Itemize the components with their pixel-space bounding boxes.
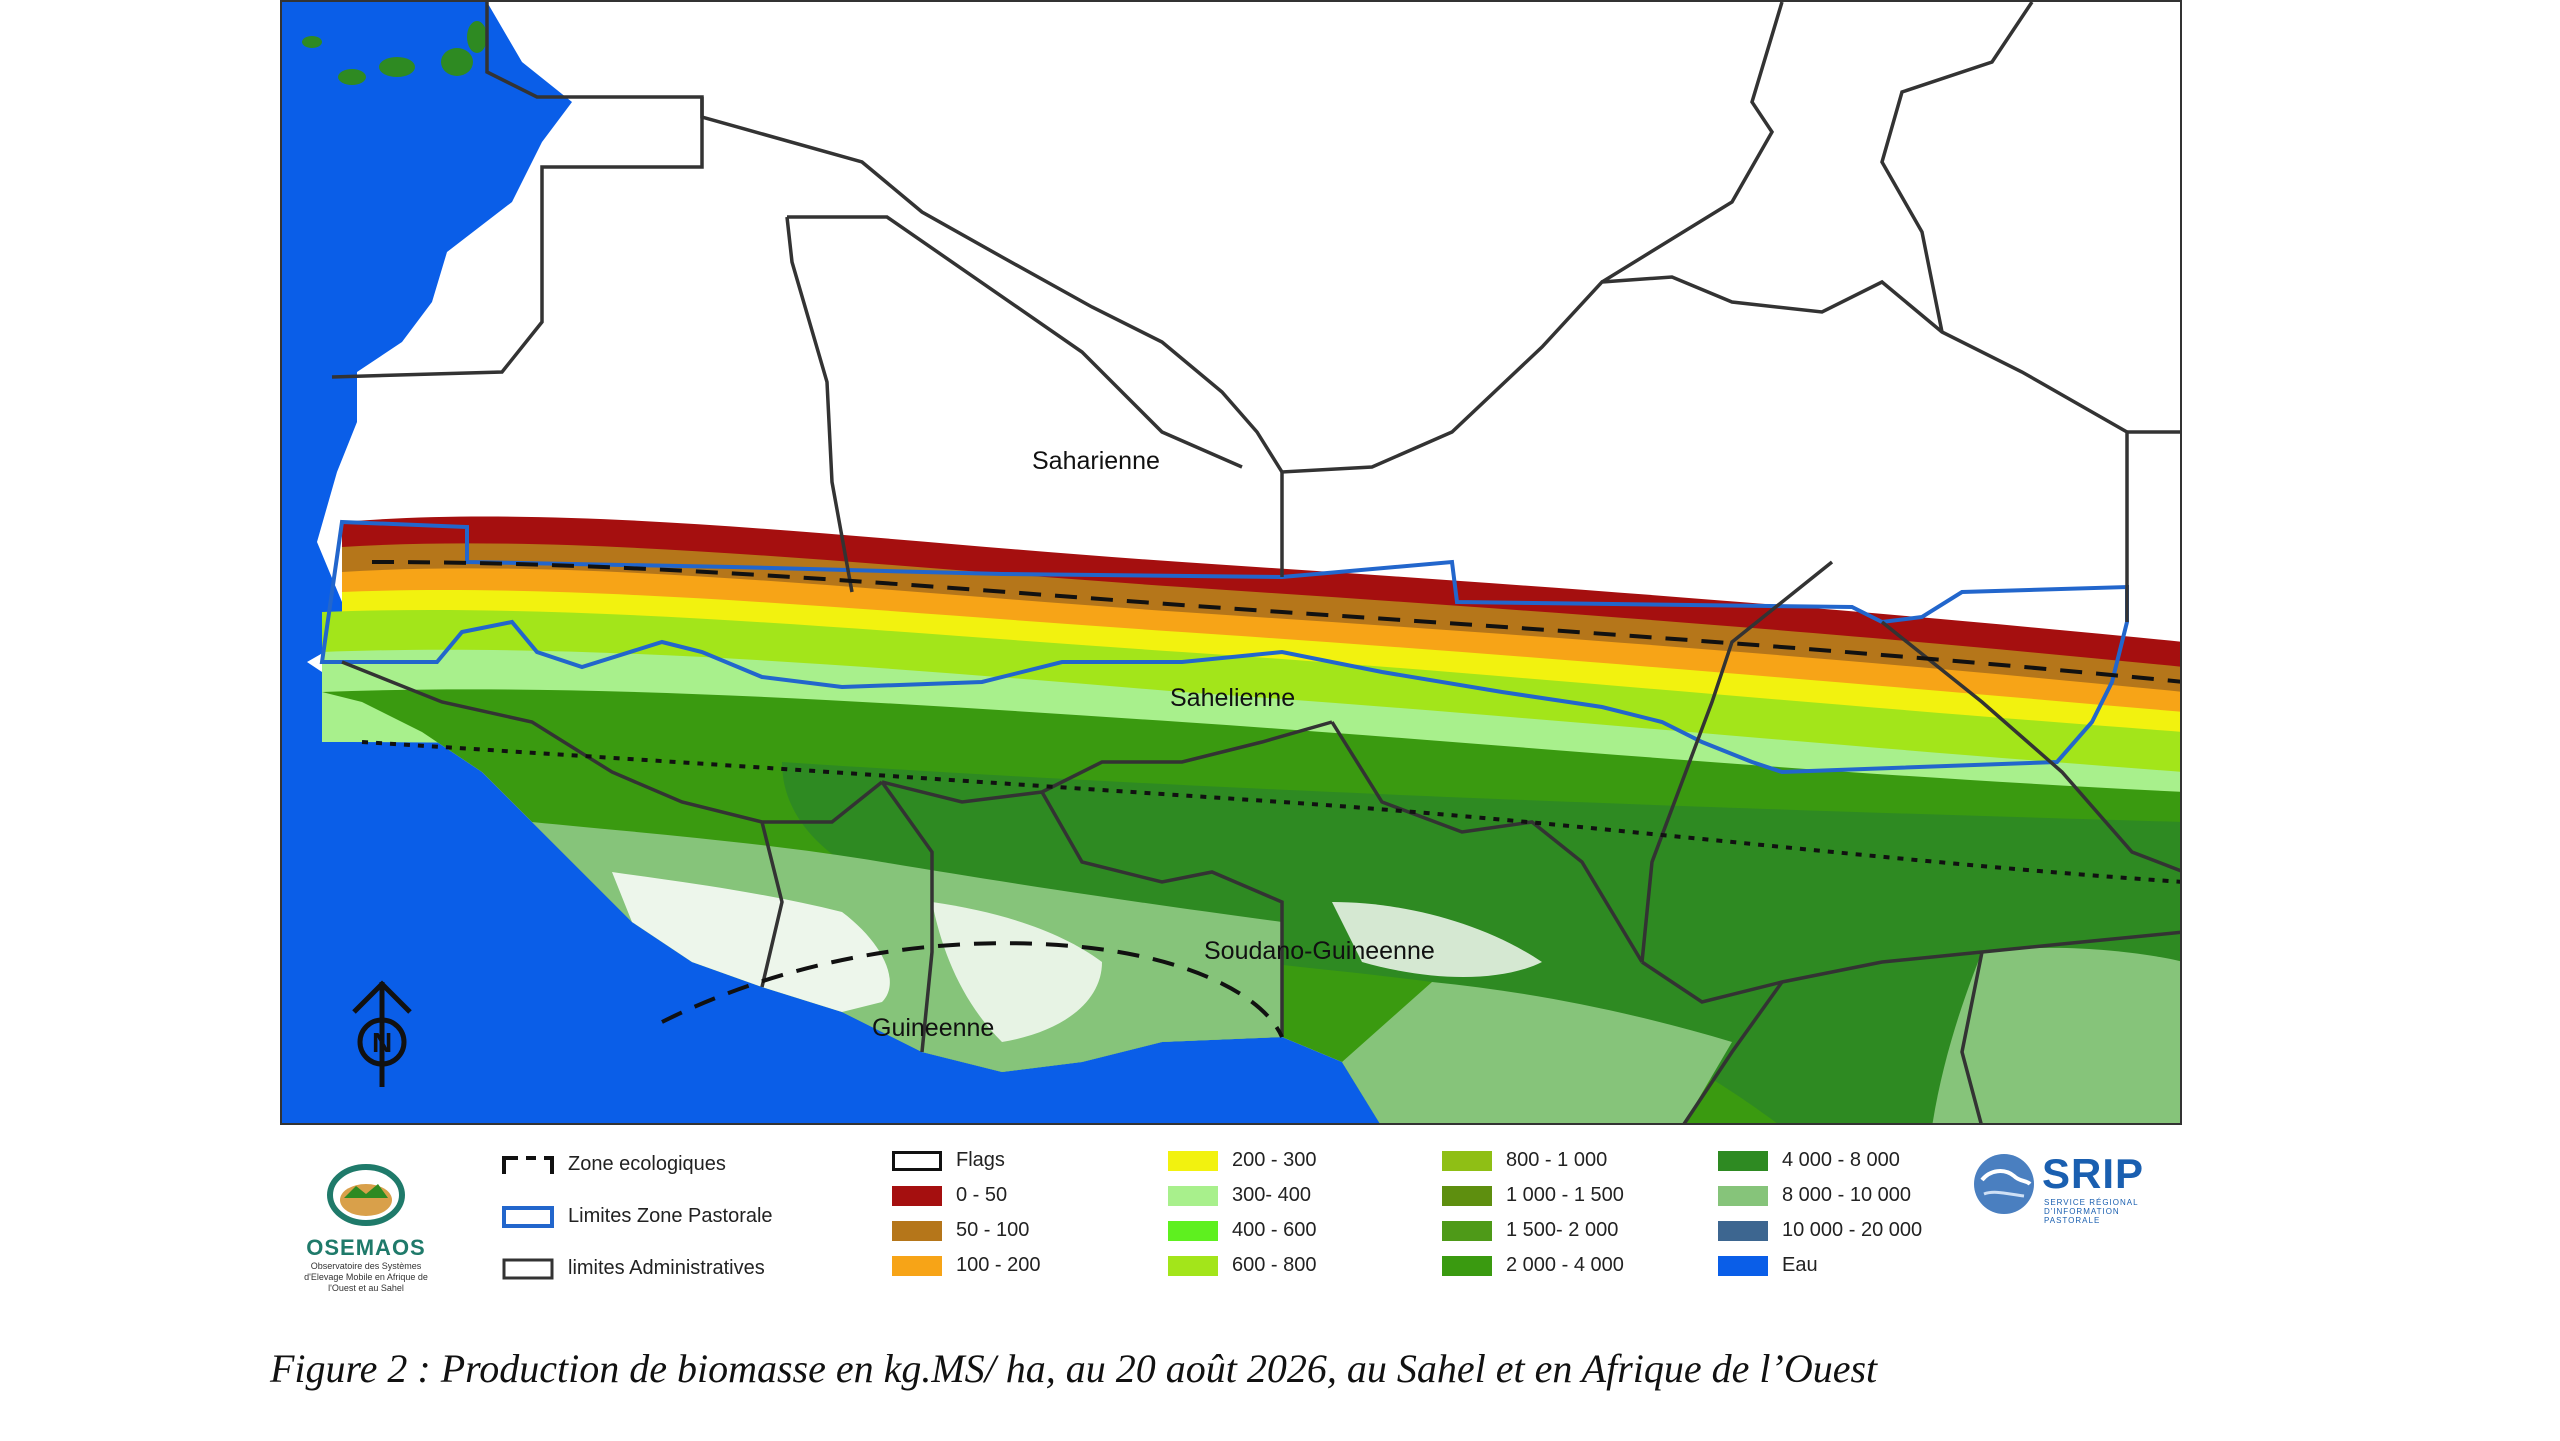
zone-label-saharienne: Saharienne bbox=[1032, 447, 1160, 475]
srip-name: SRIP bbox=[2042, 1150, 2145, 1197]
blue-outline-icon bbox=[502, 1205, 554, 1228]
legend-class-swatch bbox=[1718, 1255, 1768, 1276]
ecological-zone-lines bbox=[361, 560, 2180, 1038]
black-outline-icon bbox=[502, 1258, 554, 1279]
legend-class-label: Flags bbox=[956, 1149, 1005, 1171]
legend-class-label: 2 000 - 4 000 bbox=[1506, 1254, 1624, 1276]
biomass-guinean-patches bbox=[532, 822, 2180, 1123]
legend-admin-label: limites Administratives bbox=[568, 1257, 765, 1279]
legend-class-swatch bbox=[1442, 1255, 1492, 1276]
globe-icon bbox=[1974, 1154, 2034, 1214]
legend-class-label: 800 - 1 000 bbox=[1506, 1149, 1608, 1171]
legend-class-swatch bbox=[1718, 1150, 1768, 1171]
legend-class-item: 2 000 - 4 000 bbox=[1442, 1254, 1624, 1277]
legend-class-item: 4 000 - 8 000 bbox=[1718, 1149, 1900, 1172]
legend-class-item: 100 - 200 bbox=[892, 1254, 1041, 1277]
legend-class-item: Eau bbox=[1718, 1254, 1818, 1277]
legend-class-item: 600 - 800 bbox=[1168, 1254, 1317, 1277]
admin-borders bbox=[331, 2, 2180, 1123]
map-legend: Zone ecologiques Limites Zone Pastorale … bbox=[280, 1135, 2182, 1305]
north-arrow-letter: N bbox=[372, 1027, 393, 1058]
north-arrow-icon bbox=[352, 980, 412, 1087]
srip-logo: SRIP SERVICE RÉGIONAL D'INFORMATION PAST… bbox=[1970, 1150, 2170, 1225]
osemaos-emblem-icon bbox=[327, 1164, 405, 1226]
legend-class-swatch bbox=[892, 1220, 942, 1241]
figure-caption: Figure 2 : Production de biomasse en kg.… bbox=[270, 1346, 1878, 1391]
pastoral-zone-limit bbox=[319, 519, 2129, 775]
legend-class-swatch bbox=[1442, 1220, 1492, 1241]
map-canvas bbox=[282, 2, 2180, 1123]
legend-class-swatch bbox=[1168, 1185, 1218, 1206]
srip-subtitle: SERVICE RÉGIONAL D'INFORMATION PASTORALE bbox=[2044, 1198, 2139, 1225]
biomass-map[interactable]: Saharienne Sahelienne Soudano-Guineenne … bbox=[280, 0, 2182, 1125]
legend-class-label: 1 000 - 1 500 bbox=[1506, 1184, 1624, 1206]
legend-class-item: Flags bbox=[892, 1149, 1005, 1172]
legend-class-label: 300- 400 bbox=[1232, 1184, 1311, 1206]
zone-label-sahelienne: Sahelienne bbox=[1170, 684, 1296, 712]
legend-class-label: 100 - 200 bbox=[956, 1254, 1041, 1276]
legend-class-item: 400 - 600 bbox=[1168, 1219, 1317, 1242]
osemaos-name: OSEMAOS bbox=[306, 1235, 426, 1260]
legend-class-label: 200 - 300 bbox=[1232, 1149, 1317, 1171]
legend-class-swatch bbox=[1168, 1150, 1218, 1171]
dashed-line-icon bbox=[502, 1155, 554, 1174]
legend-class-label: 50 - 100 bbox=[956, 1219, 1030, 1241]
legend-class-item: 1 500- 2 000 bbox=[1442, 1219, 1618, 1242]
legend-class-swatch bbox=[1168, 1255, 1218, 1276]
legend-class-swatch bbox=[1168, 1220, 1218, 1241]
legend-class-item: 10 000 - 20 000 bbox=[1718, 1219, 1922, 1242]
legend-class-item: 0 - 50 bbox=[892, 1184, 1007, 1207]
legend-class-swatch bbox=[892, 1150, 942, 1171]
zone-label-soudano-guineenne: Soudano-Guineenne bbox=[1204, 937, 1435, 965]
legend-class-label: 1 500- 2 000 bbox=[1506, 1219, 1619, 1241]
canary-islands bbox=[302, 21, 487, 85]
legend-zone-eco: Zone ecologiques bbox=[502, 1153, 726, 1176]
legend-class-swatch bbox=[1442, 1185, 1492, 1206]
legend-class-swatch bbox=[892, 1255, 942, 1276]
legend-class-item: 8 000 - 10 000 bbox=[1718, 1184, 1911, 1207]
legend-admin: limites Administratives bbox=[502, 1257, 765, 1280]
legend-zone-eco-label: Zone ecologiques bbox=[568, 1153, 726, 1175]
legend-class-item: 1 000 - 1 500 bbox=[1442, 1184, 1624, 1207]
legend-pastorale-label: Limites Zone Pastorale bbox=[568, 1205, 773, 1227]
legend-class-label: 600 - 800 bbox=[1232, 1254, 1317, 1276]
legend-class-swatch bbox=[1442, 1150, 1492, 1171]
legend-class-label: 0 - 50 bbox=[956, 1184, 1008, 1206]
legend-class-item: 50 - 100 bbox=[892, 1219, 1029, 1242]
legend-class-item: 200 - 300 bbox=[1168, 1149, 1317, 1172]
osemaos-logo: OSEMAOS Observatoire des Systèmes d'Elev… bbox=[296, 1160, 436, 1300]
osemaos-subtitle: Observatoire des Systèmes d'Elevage Mobi… bbox=[304, 1261, 428, 1293]
legend-class-item: 300- 400 bbox=[1168, 1184, 1311, 1207]
legend-class-label: 10 000 - 20 000 bbox=[1782, 1219, 1923, 1241]
legend-class-item: 800 - 1 000 bbox=[1442, 1149, 1607, 1172]
zone-label-guineenne: Guineenne bbox=[872, 1014, 995, 1042]
legend-class-swatch bbox=[1718, 1185, 1768, 1206]
legend-class-label: 400 - 600 bbox=[1232, 1219, 1317, 1241]
legend-class-swatch bbox=[1718, 1220, 1768, 1241]
legend-pastorale: Limites Zone Pastorale bbox=[502, 1205, 773, 1228]
legend-class-label: Eau bbox=[1782, 1254, 1818, 1276]
legend-class-label: 4 000 - 8 000 bbox=[1782, 1149, 1900, 1171]
legend-class-swatch bbox=[892, 1185, 942, 1206]
legend-class-label: 8 000 - 10 000 bbox=[1782, 1184, 1911, 1206]
